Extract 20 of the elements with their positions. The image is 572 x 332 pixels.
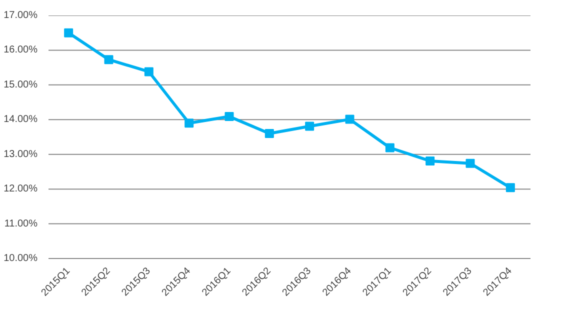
- point: [426, 156, 435, 166]
- point: [506, 183, 515, 192]
- point: [104, 55, 114, 64]
- point: [466, 158, 475, 168]
- point: [345, 114, 354, 124]
- point: [64, 28, 74, 38]
- point: [184, 118, 194, 128]
- y-tick-label: 14.00%: [4, 114, 38, 126]
- y-tick-label: 11.00%: [4, 218, 38, 230]
- point: [385, 143, 394, 152]
- y-tick-label: 10.00%: [4, 253, 38, 264]
- point: [224, 112, 234, 122]
- point: [264, 129, 274, 138]
- y-tick-label: 16.00%: [4, 44, 38, 56]
- point: [305, 122, 314, 131]
- y-tick-label: 15.00%: [4, 79, 38, 90]
- y-tick-label: 12.00%: [4, 184, 38, 195]
- y-tick-label: 17.00%: [4, 10, 38, 21]
- point: [144, 67, 154, 76]
- y-tick-label: 13.00%: [4, 148, 38, 160]
